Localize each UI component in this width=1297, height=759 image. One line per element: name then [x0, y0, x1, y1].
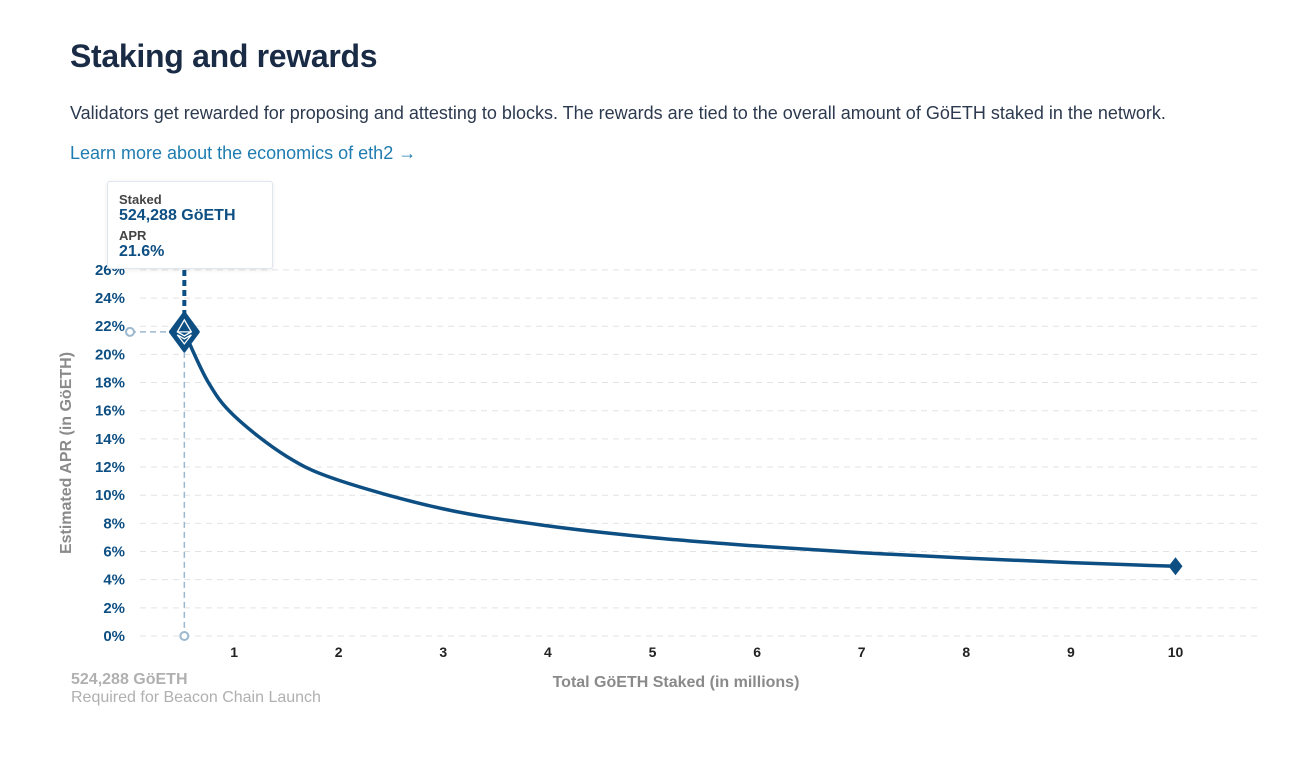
y-tick-label: 6%	[103, 544, 125, 561]
tooltip-apr-label: APR	[119, 228, 147, 243]
y-tick-label: 0%	[103, 628, 125, 645]
y-tick-label: 2%	[103, 600, 125, 617]
y-tick-label: 22%	[95, 318, 125, 335]
apr-curve	[182, 331, 1176, 569]
y-tick-label: 14%	[95, 431, 125, 448]
y-tick-label: 16%	[95, 403, 125, 420]
y-tick-label: 10%	[95, 487, 125, 504]
x-tick-label: 7	[858, 644, 866, 660]
y-tick-label: 18%	[95, 375, 125, 392]
y-guide-dot	[125, 326, 135, 337]
x-guide-dot	[179, 631, 190, 641]
x-tick-label: 5	[649, 644, 657, 660]
y-tick-label: 4%	[103, 572, 125, 589]
eth-diamond-icon[interactable]	[168, 311, 200, 353]
tooltip-apr-value: 21.6%	[119, 243, 165, 260]
x-tick-label: 3	[439, 644, 447, 660]
tooltip: Staked 524,288 GöETH APR 21.6%	[107, 181, 273, 269]
economics-link[interactable]: Learn more about the economics of eth2 →	[70, 143, 417, 163]
page-title: Staking and rewards	[70, 38, 378, 74]
x-axis-label: Total GöETH Staked (in millions)	[553, 674, 800, 691]
end-point-marker	[1168, 557, 1183, 576]
x-tick-label: 10	[1168, 644, 1184, 660]
y-tick-label: 20%	[95, 346, 125, 363]
x-tick-label: 8	[962, 644, 970, 660]
y-axis-label: Estimated APR (in GöETH)	[58, 352, 75, 554]
y-tick-label: 24%	[95, 290, 125, 307]
x-tick-label: 6	[753, 644, 761, 660]
y-tick-label: 8%	[103, 515, 125, 532]
launch-requirement-amount: 524,288 GöETH	[71, 671, 188, 688]
description: Validators get rewarded for proposing an…	[70, 103, 1166, 123]
y-tick-label: 12%	[95, 459, 125, 476]
x-tick-label: 9	[1067, 644, 1075, 660]
x-tick-label: 2	[335, 644, 343, 660]
x-tick-label: 1	[230, 644, 238, 660]
x-tick-label: 4	[544, 644, 552, 660]
tooltip-staked-value: 524,288 GöETH	[119, 207, 236, 224]
tooltip-staked-label: Staked	[119, 192, 162, 207]
launch-requirement-caption: Required for Beacon Chain Launch	[71, 689, 321, 706]
